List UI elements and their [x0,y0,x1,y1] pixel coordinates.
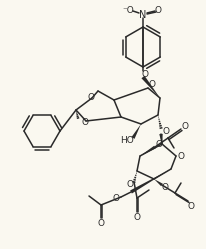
Text: O: O [187,201,194,210]
Text: O: O [126,180,133,188]
Text: O: O [178,151,185,161]
Text: O: O [156,139,163,148]
Text: ⁻O: ⁻O [122,5,134,14]
Polygon shape [131,124,141,139]
Polygon shape [130,169,171,193]
Text: O: O [112,193,119,202]
Text: O: O [82,118,89,126]
Text: O: O [154,5,162,14]
Text: N: N [139,10,147,20]
Polygon shape [154,179,163,186]
Text: O: O [162,183,169,191]
Polygon shape [142,76,160,98]
Text: O: O [142,69,149,78]
Text: O: O [163,126,170,135]
Polygon shape [159,134,163,144]
Text: O: O [88,92,95,102]
Text: O: O [181,122,188,130]
Text: HO: HO [120,135,134,144]
Text: O: O [149,79,156,88]
Text: O: O [133,212,140,222]
Polygon shape [140,146,156,156]
Text: O: O [97,219,104,228]
